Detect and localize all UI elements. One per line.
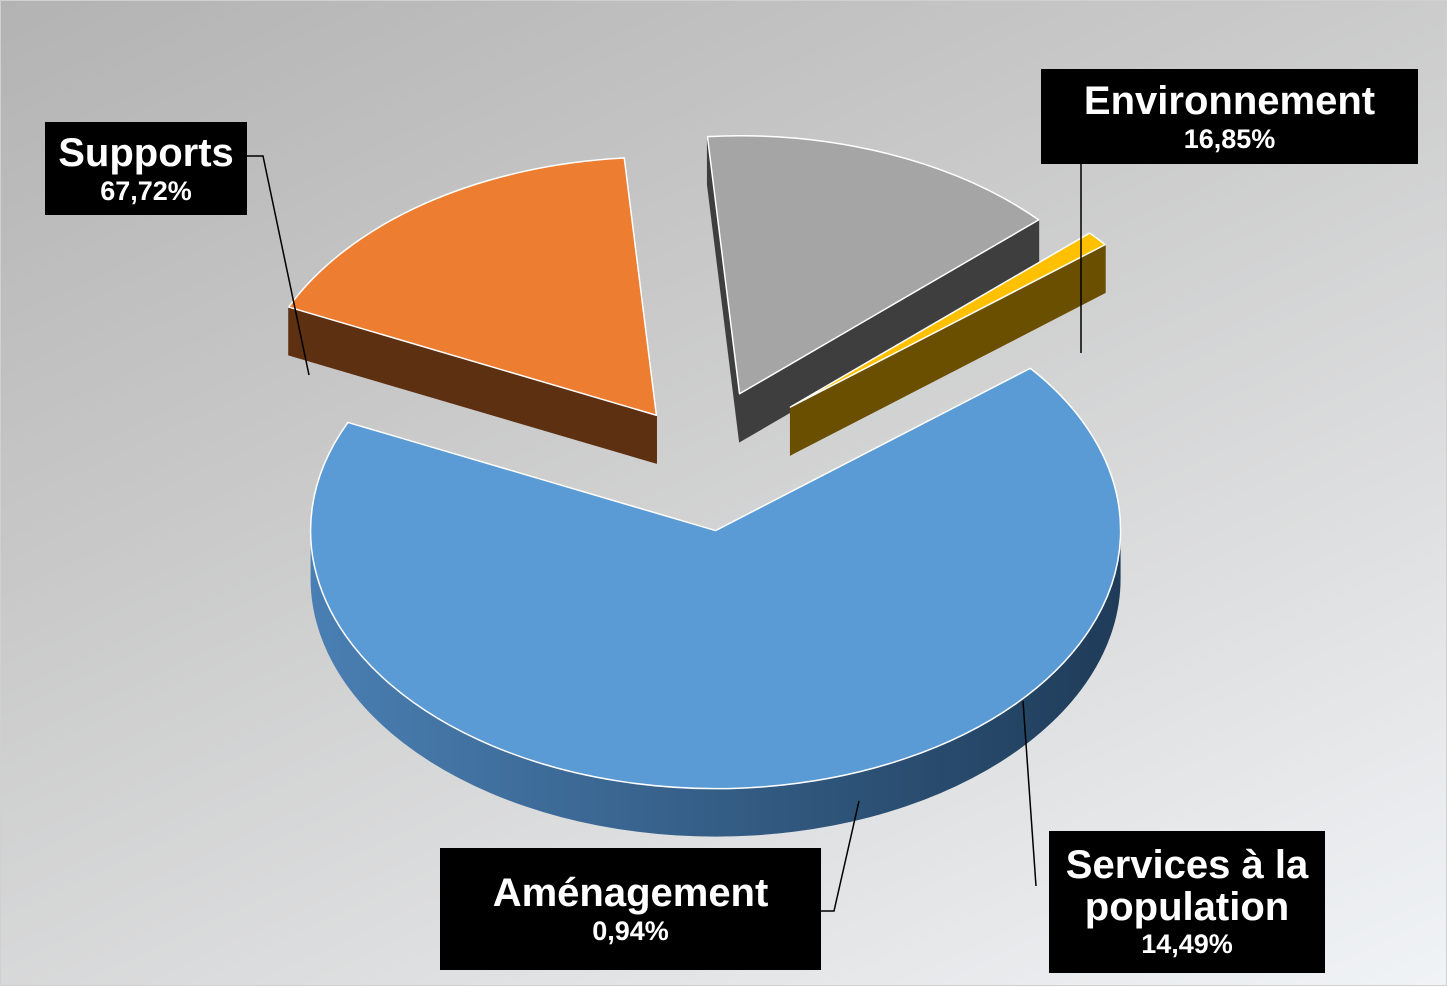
pie-slice-amenagement-top <box>789 232 1106 408</box>
data-label-services-population: Services à la population 14,49% <box>1049 831 1325 973</box>
data-label-amenagement: Aménagement 0,94% <box>440 848 821 970</box>
pie-slice-supports <box>309 367 1122 837</box>
pie-slice-environnement-top <box>287 157 658 416</box>
leader-line-amenagement <box>821 800 860 912</box>
data-label-amenagement-value: 0,94% <box>592 916 669 946</box>
data-label-environnement-value: 16,85% <box>1183 123 1276 154</box>
pie-slice-supports-top <box>309 367 1122 790</box>
pie-slice-amenagement <box>789 232 1106 456</box>
data-label-environnement-name: Environnement <box>1083 78 1376 123</box>
data-label-supports-value: 67,72% <box>100 175 192 206</box>
leader-line-supports <box>247 155 310 376</box>
data-label-services-population-name: Services à la population <box>1065 843 1309 929</box>
pie-slice-services-population-top <box>706 135 1040 395</box>
pie-slice-services-population <box>706 135 1040 443</box>
data-label-amenagement-name: Aménagement <box>492 871 769 915</box>
pie-slice-environnement <box>287 157 658 464</box>
data-label-supports-name: Supports <box>58 130 234 175</box>
pie-slice-supports-side <box>310 530 1121 837</box>
data-label-environnement: Environnement 16,85% <box>1041 69 1418 164</box>
leader-line-services-population <box>1022 700 1037 887</box>
data-label-supports: Supports 67,72% <box>45 122 247 215</box>
data-label-services-population-value: 14,49% <box>1141 929 1233 959</box>
